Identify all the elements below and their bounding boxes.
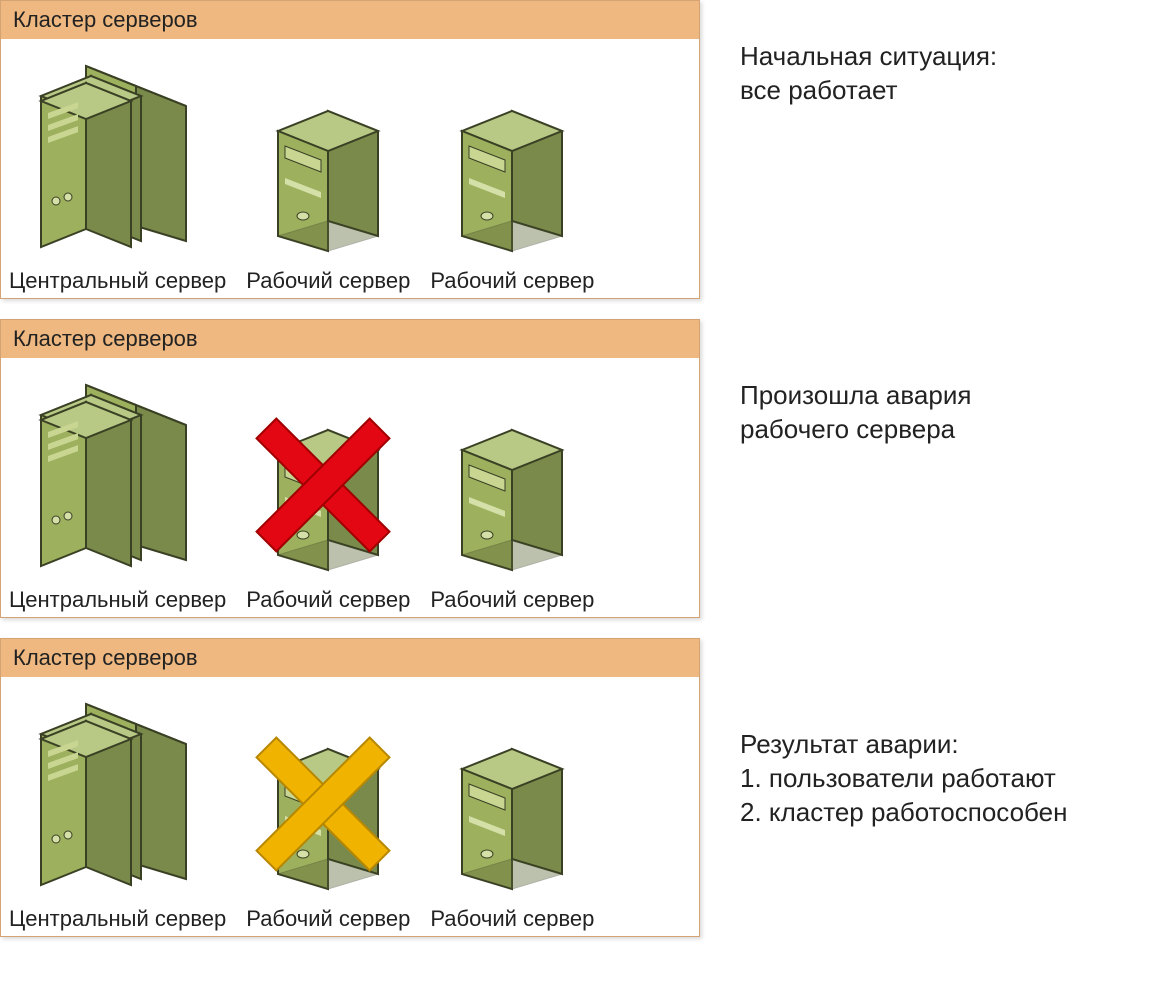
worker-server-group: Рабочий сервер [430,86,594,294]
worker-server-group: Рабочий сервер [430,405,594,613]
worker-server-group-failed: Рабочий сервер [246,405,410,613]
row-caption: Результат аварии:1. пользователи работаю… [740,728,1067,829]
diagram-row-1: Кластер серверов Центральный сервер Рабо… [0,0,1166,299]
worker-server-group: Рабочий сервер [430,724,594,932]
worker-server-icon [253,724,403,904]
server-label: Рабочий сервер [430,268,594,294]
row-caption: Начальная ситуация:все работает [740,40,997,108]
worker-server-group: Рабочий сервер [246,86,410,294]
server-label: Рабочий сервер [430,587,594,613]
cluster-panel: Кластер серверов Центральный сервер Рабо… [0,638,700,937]
server-label: Рабочий сервер [246,906,410,932]
cluster-header: Кластер серверов [1,320,699,358]
row-caption: Произошла авариярабочего сервера [740,379,971,447]
server-label: Центральный сервер [5,906,226,932]
server-label: Рабочий сервер [246,587,410,613]
cluster-body: Центральный сервер Рабочий сервер Рабочи… [1,358,699,617]
cluster-body: Центральный сервер Рабочий сервер Рабочи… [1,39,699,298]
worker-server-group-degraded: Рабочий сервер [246,724,410,932]
server-label: Центральный сервер [5,268,226,294]
worker-server-icon [437,86,587,266]
central-server-group: Центральный сервер [5,51,226,294]
central-server-icon [26,51,206,266]
server-label: Рабочий сервер [430,906,594,932]
cluster-panel: Кластер серверов Центральный сервер Рабо… [0,319,700,618]
cluster-panel: Кластер серверов Центральный сервер Рабо… [0,0,700,299]
worker-server-icon [437,724,587,904]
diagram-row-3: Кластер серверов Центральный сервер Рабо… [0,638,1166,937]
worker-server-icon [437,405,587,585]
central-server-group: Центральный сервер [5,689,226,932]
cluster-body: Центральный сервер Рабочий сервер Рабочи… [1,677,699,936]
worker-server-icon [253,86,403,266]
central-server-icon [26,689,206,904]
cluster-header: Кластер серверов [1,639,699,677]
central-server-icon [26,370,206,585]
worker-server-icon [253,405,403,585]
server-label: Центральный сервер [5,587,226,613]
central-server-group: Центральный сервер [5,370,226,613]
cluster-header: Кластер серверов [1,1,699,39]
server-label: Рабочий сервер [246,268,410,294]
diagram-row-2: Кластер серверов Центральный сервер Рабо… [0,319,1166,618]
